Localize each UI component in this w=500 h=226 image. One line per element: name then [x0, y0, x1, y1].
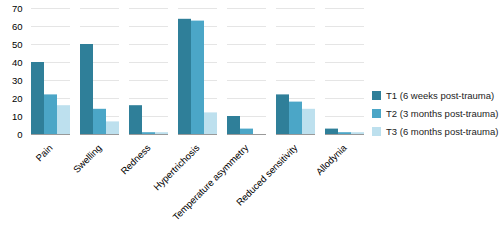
svg-text:0: 0 — [17, 129, 22, 140]
svg-text:50: 50 — [12, 39, 23, 50]
svg-text:60: 60 — [12, 21, 23, 32]
svg-text:30: 30 — [12, 75, 23, 86]
svg-text:Pain: Pain — [33, 142, 54, 163]
svg-text:70: 70 — [12, 3, 23, 14]
svg-text:20: 20 — [12, 93, 23, 104]
svg-text:Reduced sensitivity: Reduced sensitivity — [234, 142, 300, 208]
svg-text:Temperature asymmetry: Temperature asymmetry — [170, 142, 250, 222]
html-text:T2 (3 months post-trauma): T2 (3 months post-trauma) — [386, 107, 499, 119]
html-text:T1 (6 weeks post-trauma): T1 (6 weeks post-trauma) — [386, 89, 495, 101]
svg-text:Allodynia: Allodynia — [314, 142, 350, 178]
svg-text:Swelling: Swelling — [71, 142, 104, 175]
svg-text:Hypertrichosis: Hypertrichosis — [151, 142, 202, 193]
svg-text:10: 10 — [12, 111, 23, 122]
html-text:T3 (6 months post-trauma): T3 (6 months post-trauma) — [386, 125, 499, 137]
svg-text:Redness: Redness — [118, 142, 152, 176]
svg-text:40: 40 — [12, 57, 23, 68]
